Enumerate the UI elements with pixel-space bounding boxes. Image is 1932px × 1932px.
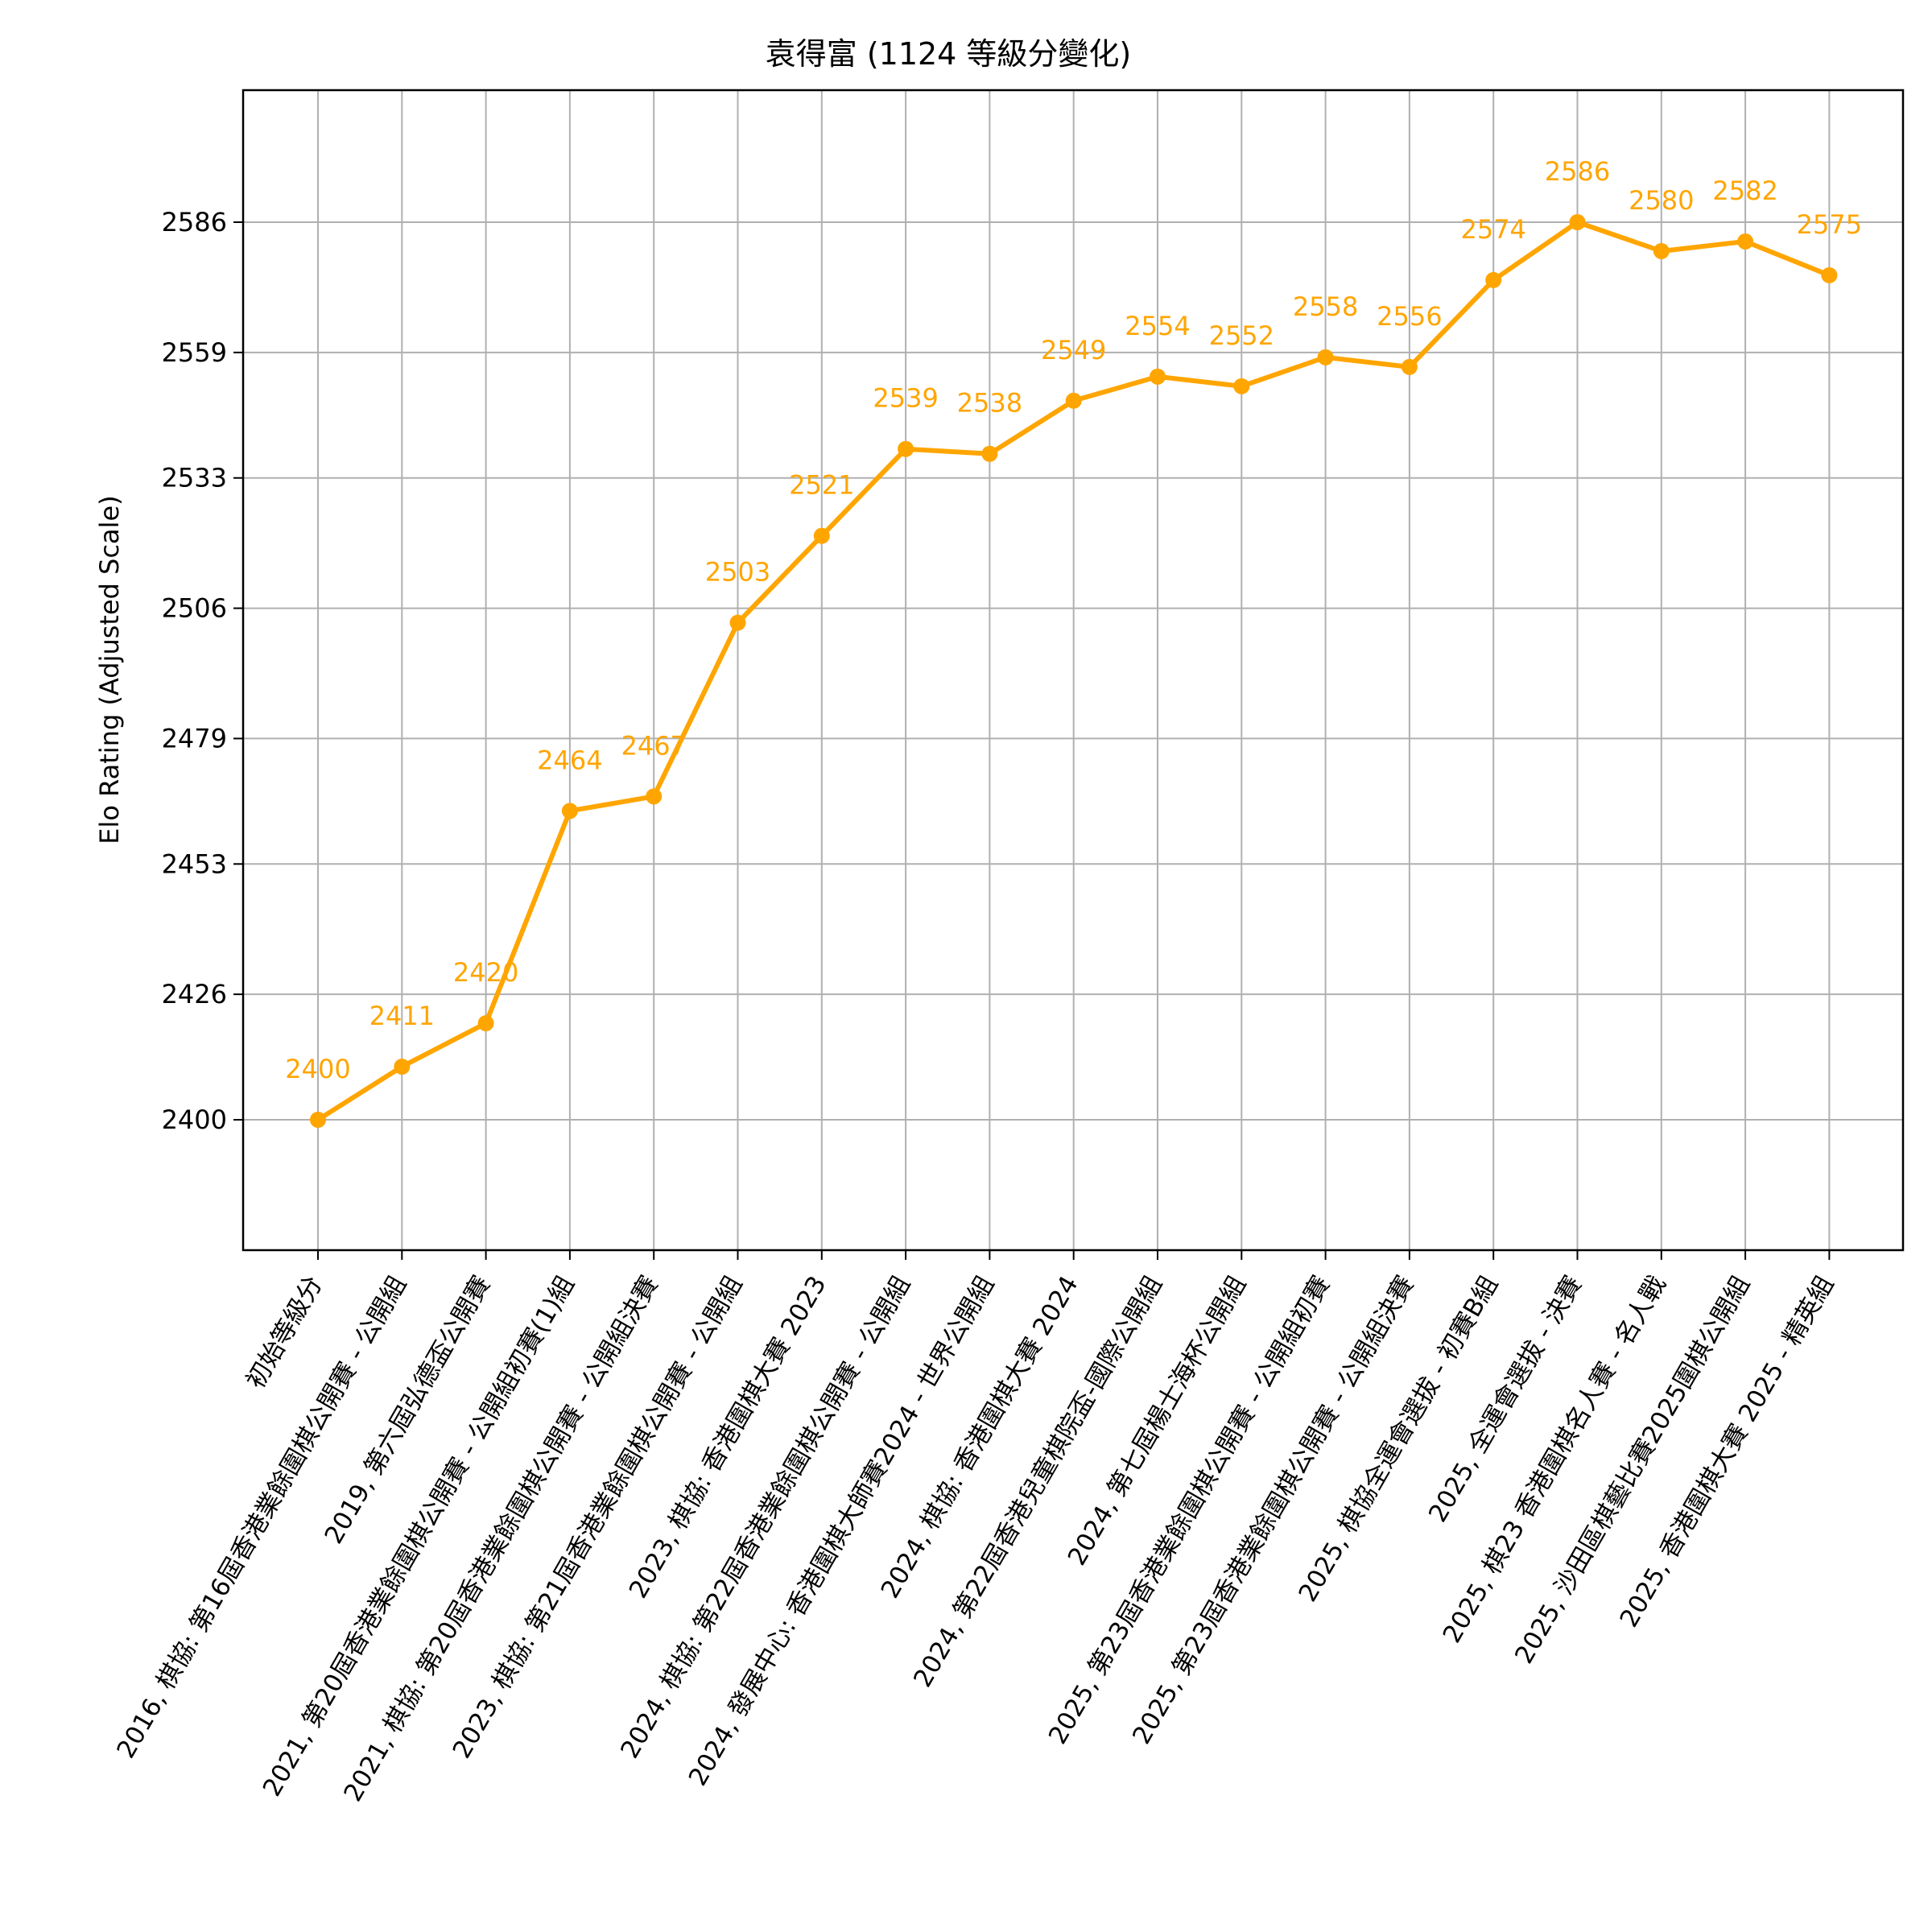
data-label: 2582 [1712,175,1777,206]
y-tick-label: 2400 [162,1104,227,1135]
data-label: 2552 [1209,320,1274,351]
y-axis-ticks: 2400 2426 2453 2479 2506 2533 2559 2586 [162,207,243,1135]
y-tick-label: 2453 [162,848,227,879]
data-point [1653,242,1670,259]
y-axis-label: Elo Rating (Adjusted Scale) [94,495,125,844]
data-point [1737,233,1754,250]
data-label: 2538 [957,388,1022,419]
x-tick-label: 2025, 全運會選拔 - 決賽 [1423,1271,1587,1527]
data-label: 2580 [1629,185,1694,216]
data-label: 2411 [369,1001,435,1031]
data-point [1233,378,1250,394]
x-tick-label: 初始等級分 [241,1271,328,1393]
data-label: 2574 [1460,214,1525,245]
x-tick-label: 2019, 第六屆弘德盃公開賽 [320,1271,497,1549]
data-point [1317,349,1334,365]
y-tick-label: 2506 [162,593,227,624]
x-tick-label: 2021, 棋協: 第20屆香港業餘圍棋公開賽 - 公開組決賽 [338,1271,664,1806]
y-tick-label: 2586 [162,207,227,237]
data-label: 2549 [1041,335,1106,365]
chart-title: 袁得富 (1124 等級分變化) [766,36,1132,72]
data-label: 2575 [1797,209,1862,240]
data-point [1065,392,1082,409]
y-tick-label: 2479 [162,723,227,753]
data-point [729,614,746,631]
data-point [1569,214,1586,230]
data-point [1485,271,1502,288]
y-tick-label: 2533 [162,463,227,493]
data-point [813,527,830,544]
data-point [646,788,663,805]
data-point [981,445,998,462]
data-point [310,1112,326,1128]
grid-lines [243,90,1903,1250]
plot-frame [242,89,1905,1252]
data-label: 2558 [1293,291,1358,322]
data-label: 2556 [1377,301,1442,332]
data-series [310,214,1838,1128]
data-labels: 2400 2411 2420 2464 2467 2503 2521 2539 2538 2549… [285,156,1862,1084]
data-label: 2503 [705,557,770,588]
data-label: 2467 [621,730,686,761]
data-label: 2521 [789,470,854,501]
data-label: 2539 [873,383,938,414]
data-label: 2554 [1125,311,1190,341]
data-point [1150,368,1166,385]
data-label: 2420 [453,957,518,988]
data-label: 2464 [537,745,602,775]
data-point [898,440,914,457]
data-point [1821,266,1838,283]
y-tick-label: 2559 [162,337,227,368]
data-point [1401,358,1418,375]
data-point [561,803,578,819]
data-label: 2400 [285,1054,350,1084]
x-tick-label: 2024, 發展中心: 香港圍棋大師賽2024 - 世界公開組 [683,1271,1001,1791]
data-label: 2586 [1545,156,1610,187]
y-tick-label: 2426 [162,979,227,1009]
x-tick-label: 2021, 第20屆香港業餘圍棋公開賽 - 公開組初賽(1)組 [258,1271,580,1802]
data-point [477,1015,494,1032]
data-point [394,1059,411,1075]
